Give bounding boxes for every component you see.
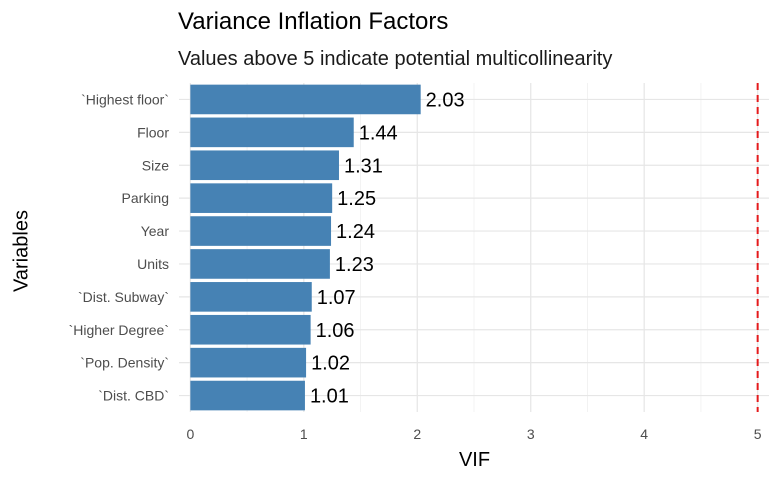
bar xyxy=(190,380,305,411)
x-tick-label: 4 xyxy=(640,426,648,442)
data-label: 1.06 xyxy=(316,320,355,342)
bar xyxy=(190,150,339,181)
x-tick-label: 2 xyxy=(413,426,421,442)
data-label: 1.07 xyxy=(317,287,356,309)
data-label: 1.25 xyxy=(337,188,376,210)
y-tick-label: `Highest floor` xyxy=(81,91,169,107)
y-tick-label: Units xyxy=(137,256,169,272)
data-label: 1.23 xyxy=(335,254,374,276)
data-labels: 2.03 1.44 1.31 1.25 1.24 1.23 1.07 1.06 1.02 1.01 xyxy=(310,89,465,407)
data-label: 1.02 xyxy=(311,353,350,375)
y-tick-label: `Pop. Density` xyxy=(80,355,169,371)
x-tick-labels: 0 1 2 3 4 5 xyxy=(186,426,761,442)
x-tick-label: 5 xyxy=(754,426,762,442)
y-tick-label: Year xyxy=(141,223,170,239)
y-tick-label: `Higher Degree` xyxy=(69,322,169,338)
data-label: 1.01 xyxy=(310,386,349,408)
y-axis-label: Variables xyxy=(10,210,33,292)
bar xyxy=(190,216,332,246)
bar xyxy=(190,347,307,378)
x-tick-label: 1 xyxy=(300,426,308,442)
bar xyxy=(190,314,311,345)
chart-title: Variance Inflation Factors xyxy=(178,8,449,35)
x-tick-label: 3 xyxy=(527,426,535,442)
y-tick-label: Floor xyxy=(137,124,169,140)
x-tick-label: 0 xyxy=(186,426,194,442)
y-tick-label: Size xyxy=(142,157,169,173)
chart-subtitle: Values above 5 indicate potential multic… xyxy=(178,48,613,70)
y-tick-label: Parking xyxy=(122,190,169,206)
y-tick-label: `Dist. CBD` xyxy=(98,388,169,404)
data-label: 2.03 xyxy=(426,89,465,111)
y-tick-labels: `Highest floor` Floor Size Parking Year Units… xyxy=(69,91,170,403)
bar xyxy=(190,117,354,148)
bar xyxy=(190,84,421,115)
bars xyxy=(190,84,421,411)
data-label: 1.31 xyxy=(344,155,383,177)
x-axis-label: VIF xyxy=(458,449,491,471)
data-label: 1.24 xyxy=(336,221,375,243)
data-label: 1.44 xyxy=(359,122,398,144)
bar xyxy=(190,282,312,312)
bar xyxy=(190,249,330,279)
y-tick-label: `Dist. Subway` xyxy=(78,289,169,305)
bar xyxy=(190,183,333,213)
